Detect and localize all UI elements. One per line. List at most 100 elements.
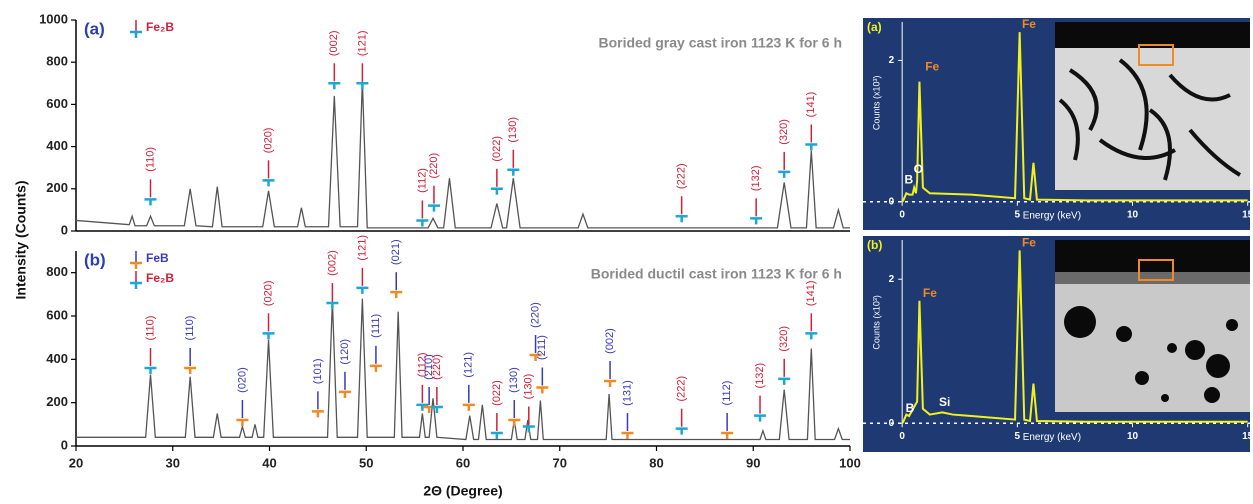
peak-label: (112) xyxy=(416,168,428,193)
peak-label: (222) xyxy=(676,376,688,402)
legend-marker xyxy=(130,261,142,269)
peak-label: (110) xyxy=(144,316,156,341)
peak-annotation: (211) xyxy=(536,335,549,394)
data-line xyxy=(901,250,1248,424)
x-tick-label: 0 xyxy=(899,209,905,220)
micrograph-shape xyxy=(1161,394,1169,402)
peak-marker xyxy=(490,431,503,439)
y-tick-label: 400 xyxy=(46,351,68,366)
peak-marker xyxy=(427,204,440,212)
y-axis-label: Counts (x10³) xyxy=(871,295,881,350)
legend-label: Fe₂B xyxy=(146,271,174,285)
legend-marker xyxy=(130,281,142,289)
x-tick-label: 15 xyxy=(1242,431,1253,442)
x-tick-label: 80 xyxy=(649,455,663,470)
peak-label: (131) xyxy=(621,380,633,406)
peak-marker xyxy=(311,410,324,418)
micrographs xyxy=(1055,22,1250,412)
peak-annotation: (130) xyxy=(508,367,521,426)
peak-annotation: (121) xyxy=(463,352,475,411)
micrograph-shape xyxy=(1055,22,1250,48)
peak-label: (022) xyxy=(491,136,503,162)
peak-annotation: (131) xyxy=(621,380,634,439)
peak-annotation: (132) xyxy=(750,165,763,225)
x-tick-label: 15 xyxy=(1242,209,1253,220)
panel-title: Borided gray cast iron 1123 K for 6 h xyxy=(598,35,842,51)
peak-label: (121) xyxy=(463,352,475,378)
micrograph-shape xyxy=(1148,108,1172,181)
peak-marker xyxy=(721,431,734,439)
peak-marker xyxy=(621,431,634,439)
peak-marker xyxy=(750,217,763,225)
peak-label: (022) xyxy=(491,380,503,406)
peak-annotation: (020) xyxy=(262,280,275,340)
peak-label: (101) xyxy=(312,358,324,384)
peak-label: (002) xyxy=(328,30,340,56)
peak-label: (130) xyxy=(523,374,535,400)
micrograph-shape xyxy=(1055,240,1250,272)
peak-label: (320) xyxy=(778,119,790,145)
peak-marker xyxy=(326,301,339,309)
peak-marker xyxy=(508,418,521,426)
peak-label: (020) xyxy=(262,128,274,154)
peak-label: B xyxy=(906,401,915,415)
peak-annotation: (222) xyxy=(676,163,688,223)
peak-annotation: (320) xyxy=(778,326,791,385)
peak-marker xyxy=(536,386,549,394)
peak-marker xyxy=(262,332,275,340)
panel-label: (b) xyxy=(867,238,882,252)
micrograph-shape xyxy=(1226,319,1238,331)
peak-marker xyxy=(369,364,382,372)
peak-marker xyxy=(262,179,275,187)
peak-label: (120) xyxy=(339,339,351,365)
peak-label: (320) xyxy=(778,326,790,352)
peak-annotation: (002) xyxy=(326,250,339,309)
x-tick-label: 10 xyxy=(1127,209,1139,220)
peak-label: (141) xyxy=(805,280,817,306)
peak-annotation: (112) xyxy=(721,381,734,439)
peak-marker xyxy=(356,286,369,294)
peak-marker xyxy=(462,403,475,411)
peak-marker xyxy=(338,390,351,398)
micrograph-shape xyxy=(1204,387,1220,403)
peak-label: (121) xyxy=(356,30,368,56)
peak-marker xyxy=(754,414,767,422)
peak-marker xyxy=(805,332,818,340)
x-axis-label: Energy (keV) xyxy=(1023,432,1081,443)
legend-marker xyxy=(130,30,142,38)
peak-marker xyxy=(522,425,535,433)
y-tick-label: 800 xyxy=(46,54,68,69)
peak-marker xyxy=(430,405,443,413)
y-tick-label: 1000 xyxy=(39,11,68,26)
peak-label: (002) xyxy=(326,250,338,276)
x-axis-label: 2Θ (Degree) xyxy=(423,483,502,499)
peak-label: (210) xyxy=(423,354,435,380)
peak-label: (141) xyxy=(805,92,817,118)
peak-annotation: (130) xyxy=(507,117,520,176)
x-tick-label: 50 xyxy=(359,455,373,470)
y-tick-label: 200 xyxy=(46,394,68,409)
peak-label: (130) xyxy=(508,367,520,393)
peak-annotation: (141) xyxy=(805,280,818,340)
peak-label: (112) xyxy=(721,381,733,406)
peak-label: (111) xyxy=(370,314,382,338)
peak-marker xyxy=(328,82,341,90)
micrograph-shape xyxy=(1118,58,1149,151)
micrograph-shape xyxy=(1167,343,1177,353)
peak-marker xyxy=(416,403,429,411)
peak-annotation: (320) xyxy=(778,119,791,178)
x-tick-label: 60 xyxy=(456,455,470,470)
micrograph-shape xyxy=(1068,68,1099,131)
peak-annotation: (101) xyxy=(311,358,324,418)
peak-annotation: (002) xyxy=(328,30,341,90)
peak-label: (220) xyxy=(428,153,440,179)
peak-marker xyxy=(778,377,791,385)
micrograph-shape xyxy=(1168,73,1231,102)
x-tick-label: 100 xyxy=(839,455,861,470)
data-line xyxy=(76,298,850,441)
peak-marker xyxy=(390,290,403,299)
peak-label: (002) xyxy=(604,328,616,354)
peak-annotation: (220) xyxy=(428,153,440,212)
panel-label: (a) xyxy=(867,20,882,34)
peak-marker xyxy=(236,418,249,426)
